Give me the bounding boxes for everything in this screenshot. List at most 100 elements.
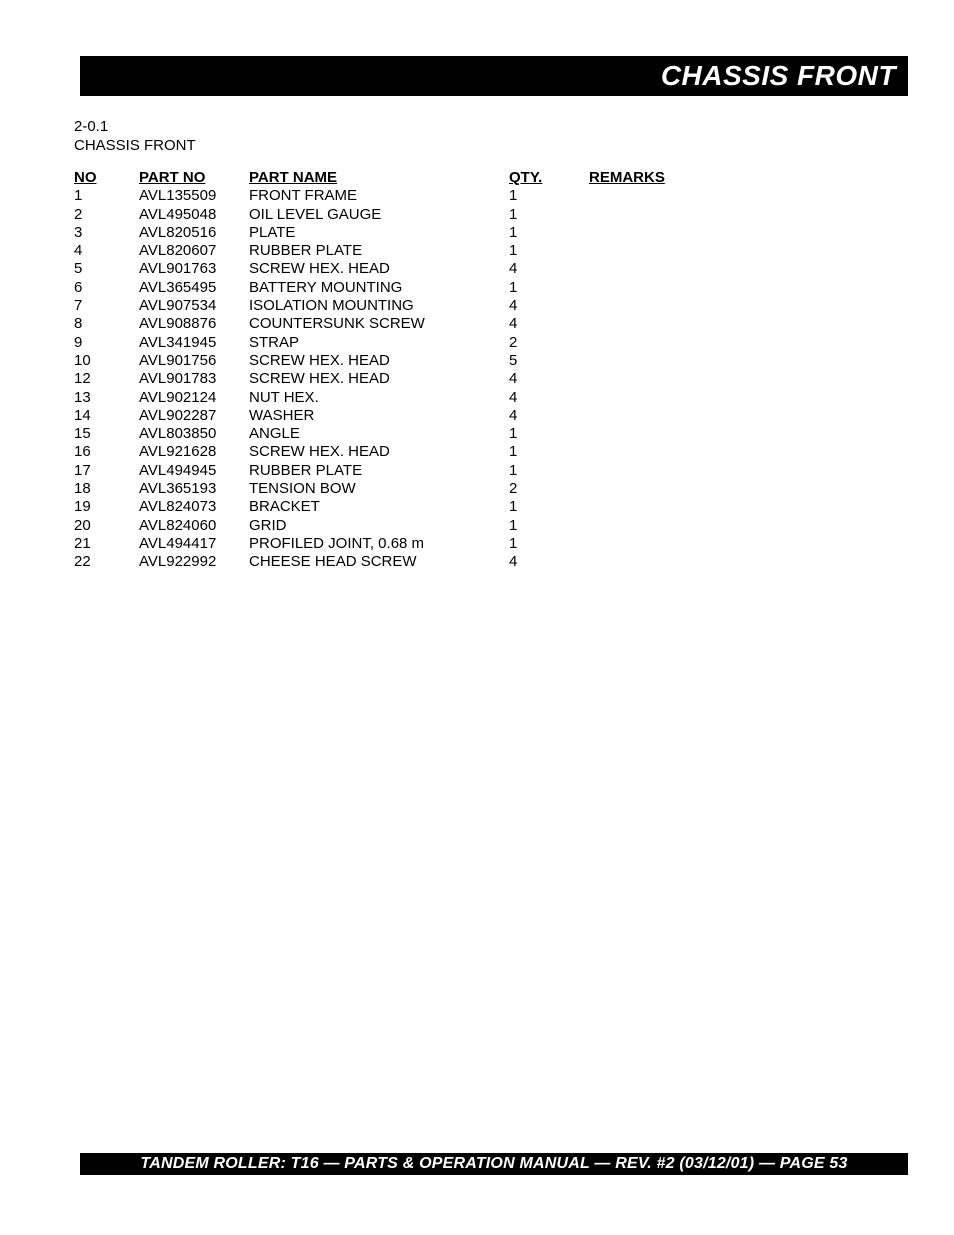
cell-qty: 1 bbox=[509, 206, 589, 224]
table-row: 19AVL824073BRACKET1 bbox=[74, 498, 894, 516]
cell-qty: 4 bbox=[509, 260, 589, 278]
table-row: 18AVL365193TENSION BOW2 bbox=[74, 480, 894, 498]
cell-name: WASHER bbox=[249, 407, 509, 425]
header-bar: CHASSIS FRONT bbox=[80, 56, 908, 96]
cell-qty: 2 bbox=[509, 480, 589, 498]
cell-remarks bbox=[589, 206, 789, 224]
cell-remarks bbox=[589, 370, 789, 388]
cell-partno: AVL494945 bbox=[139, 462, 249, 480]
cell-remarks bbox=[589, 443, 789, 461]
cell-qty: 4 bbox=[509, 553, 589, 571]
cell-partno: AVL824073 bbox=[139, 498, 249, 516]
cell-partno: AVL902124 bbox=[139, 389, 249, 407]
cell-qty: 4 bbox=[509, 370, 589, 388]
cell-partno: AVL495048 bbox=[139, 206, 249, 224]
cell-partno: AVL341945 bbox=[139, 334, 249, 352]
cell-remarks bbox=[589, 480, 789, 498]
cell-qty: 2 bbox=[509, 334, 589, 352]
cell-no: 12 bbox=[74, 370, 139, 388]
col-header-remarks: REMARKS bbox=[589, 169, 789, 187]
cell-partno: AVL907534 bbox=[139, 297, 249, 315]
cell-qty: 1 bbox=[509, 517, 589, 535]
cell-remarks bbox=[589, 187, 789, 205]
cell-qty: 1 bbox=[509, 535, 589, 553]
cell-no: 1 bbox=[74, 187, 139, 205]
cell-no: 19 bbox=[74, 498, 139, 516]
footer-text: TANDEM ROLLER: T16 — PARTS & OPERATION M… bbox=[140, 1155, 847, 1173]
cell-partno: AVL922992 bbox=[139, 553, 249, 571]
cell-no: 15 bbox=[74, 425, 139, 443]
cell-no: 4 bbox=[74, 242, 139, 260]
table-row: 2AVL495048OIL LEVEL GAUGE1 bbox=[74, 206, 894, 224]
cell-name: TENSION BOW bbox=[249, 480, 509, 498]
cell-remarks bbox=[589, 407, 789, 425]
cell-remarks bbox=[589, 462, 789, 480]
cell-no: 22 bbox=[74, 553, 139, 571]
cell-name: COUNTERSUNK SCREW bbox=[249, 315, 509, 333]
cell-no: 10 bbox=[74, 352, 139, 370]
cell-qty: 1 bbox=[509, 187, 589, 205]
cell-no: 16 bbox=[74, 443, 139, 461]
cell-remarks bbox=[589, 517, 789, 535]
table-row: 8AVL908876COUNTERSUNK SCREW4 bbox=[74, 315, 894, 333]
cell-qty: 1 bbox=[509, 224, 589, 242]
cell-remarks bbox=[589, 224, 789, 242]
cell-name: STRAP bbox=[249, 334, 509, 352]
cell-no: 17 bbox=[74, 462, 139, 480]
cell-no: 5 bbox=[74, 260, 139, 278]
cell-no: 3 bbox=[74, 224, 139, 242]
cell-name: RUBBER PLATE bbox=[249, 462, 509, 480]
cell-remarks bbox=[589, 315, 789, 333]
cell-qty: 1 bbox=[509, 425, 589, 443]
cell-qty: 5 bbox=[509, 352, 589, 370]
cell-partno: AVL901756 bbox=[139, 352, 249, 370]
cell-name: FRONT FRAME bbox=[249, 187, 509, 205]
cell-partno: AVL494417 bbox=[139, 535, 249, 553]
cell-name: ANGLE bbox=[249, 425, 509, 443]
cell-remarks bbox=[589, 498, 789, 516]
cell-name: OIL LEVEL GAUGE bbox=[249, 206, 509, 224]
cell-partno: AVL803850 bbox=[139, 425, 249, 443]
table-row: 7AVL907534ISOLATION MOUNTING4 bbox=[74, 297, 894, 315]
cell-partno: AVL902287 bbox=[139, 407, 249, 425]
cell-name: BATTERY MOUNTING bbox=[249, 279, 509, 297]
table-row: 17AVL494945RUBBER PLATE1 bbox=[74, 462, 894, 480]
cell-no: 8 bbox=[74, 315, 139, 333]
cell-remarks bbox=[589, 535, 789, 553]
cell-partno: AVL365495 bbox=[139, 279, 249, 297]
col-header-partno: PART NO bbox=[139, 169, 249, 187]
table-row: 21AVL494417PROFILED JOINT, 0.68 m1 bbox=[74, 535, 894, 553]
cell-name: SCREW HEX. HEAD bbox=[249, 443, 509, 461]
cell-remarks bbox=[589, 242, 789, 260]
col-header-no: NO bbox=[74, 169, 139, 187]
cell-partno: AVL365193 bbox=[139, 480, 249, 498]
cell-no: 20 bbox=[74, 517, 139, 535]
cell-name: SCREW HEX. HEAD bbox=[249, 352, 509, 370]
table-row: 4AVL820607RUBBER PLATE1 bbox=[74, 242, 894, 260]
cell-partno: AVL820516 bbox=[139, 224, 249, 242]
cell-remarks bbox=[589, 352, 789, 370]
cell-name: SCREW HEX. HEAD bbox=[249, 370, 509, 388]
table-row: 22AVL922992CHEESE HEAD SCREW4 bbox=[74, 553, 894, 571]
cell-no: 18 bbox=[74, 480, 139, 498]
table-row: 5AVL901763SCREW HEX. HEAD4 bbox=[74, 260, 894, 278]
cell-remarks bbox=[589, 425, 789, 443]
cell-no: 2 bbox=[74, 206, 139, 224]
cell-no: 6 bbox=[74, 279, 139, 297]
cell-name: ISOLATION MOUNTING bbox=[249, 297, 509, 315]
cell-qty: 1 bbox=[509, 462, 589, 480]
cell-remarks bbox=[589, 389, 789, 407]
cell-name: CHEESE HEAD SCREW bbox=[249, 553, 509, 571]
table-row: 9AVL341945STRAP2 bbox=[74, 334, 894, 352]
header-title: CHASSIS FRONT bbox=[661, 60, 896, 92]
cell-partno: AVL908876 bbox=[139, 315, 249, 333]
section-code: 2-0.1 bbox=[74, 118, 196, 137]
table-row: 20AVL824060GRID1 bbox=[74, 517, 894, 535]
table-row: 15AVL803850ANGLE1 bbox=[74, 425, 894, 443]
cell-remarks bbox=[589, 334, 789, 352]
cell-name: PROFILED JOINT, 0.68 m bbox=[249, 535, 509, 553]
col-header-name: PART NAME bbox=[249, 169, 509, 187]
table-row: 3AVL820516PLATE1 bbox=[74, 224, 894, 242]
cell-qty: 1 bbox=[509, 498, 589, 516]
cell-qty: 1 bbox=[509, 242, 589, 260]
